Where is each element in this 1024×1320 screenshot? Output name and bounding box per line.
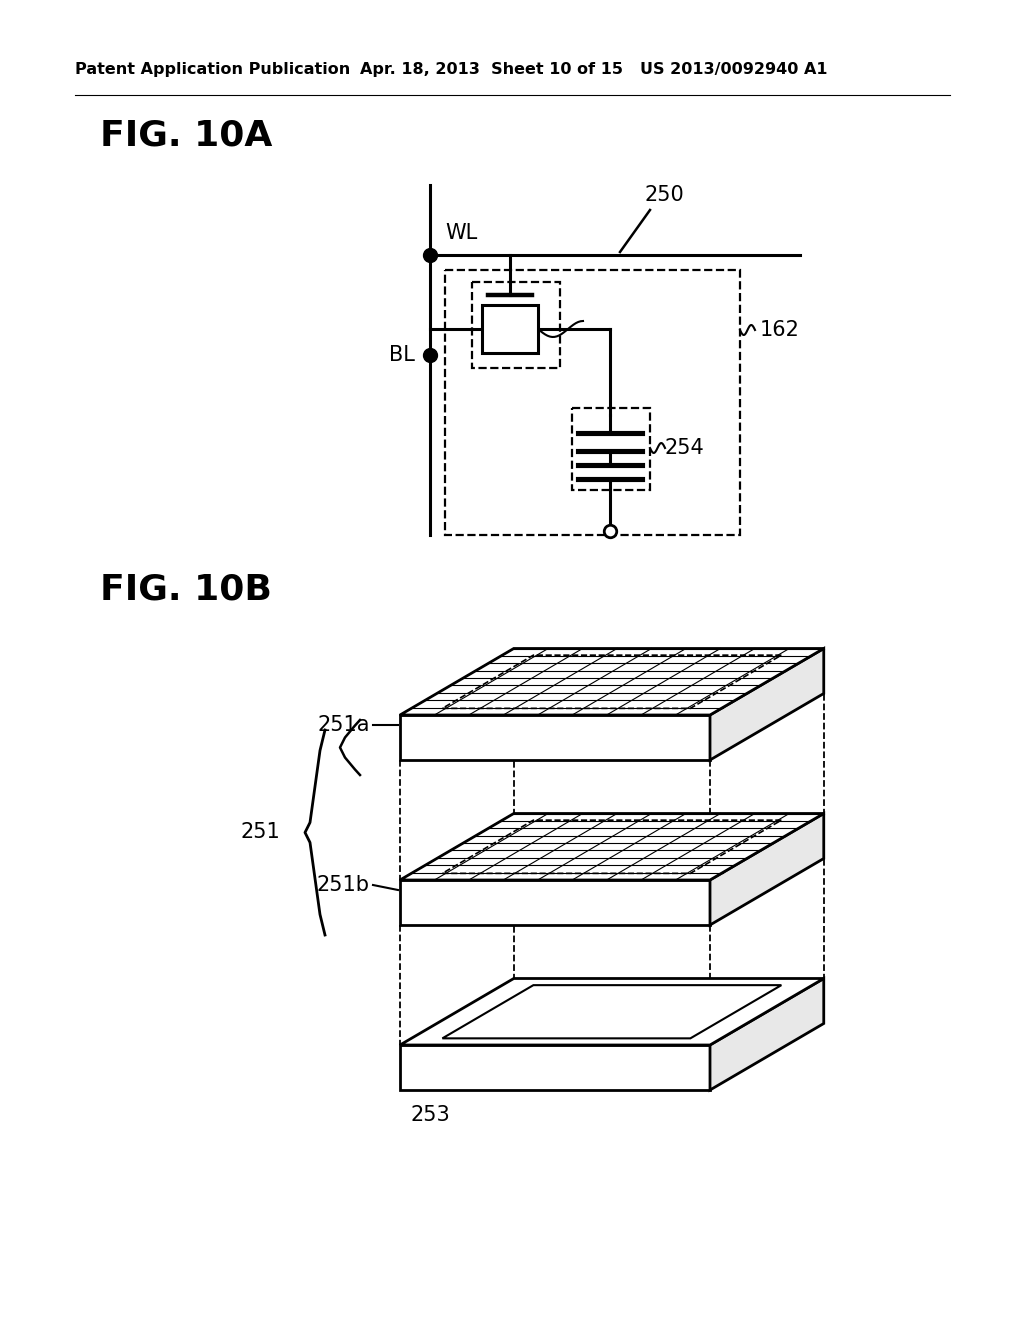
Polygon shape xyxy=(400,813,823,880)
Bar xyxy=(482,305,538,352)
Text: FIG. 10A: FIG. 10A xyxy=(100,117,272,152)
Text: US 2013/0092940 A1: US 2013/0092940 A1 xyxy=(640,62,827,77)
Polygon shape xyxy=(400,978,823,1045)
Polygon shape xyxy=(710,813,823,925)
Text: FIG. 10B: FIG. 10B xyxy=(100,572,272,606)
Polygon shape xyxy=(400,715,710,760)
Polygon shape xyxy=(400,1045,710,1090)
Text: 251: 251 xyxy=(241,822,280,842)
Text: 250: 250 xyxy=(645,185,685,205)
Text: 251a: 251a xyxy=(317,715,370,735)
Bar xyxy=(445,271,740,535)
Polygon shape xyxy=(710,978,823,1090)
Bar xyxy=(572,408,650,490)
Text: 251b: 251b xyxy=(317,875,370,895)
Text: BL: BL xyxy=(389,345,415,366)
Polygon shape xyxy=(400,648,823,715)
Text: 254: 254 xyxy=(665,438,705,458)
Text: 253: 253 xyxy=(410,1105,450,1125)
Polygon shape xyxy=(400,880,710,925)
Text: WL: WL xyxy=(445,223,477,243)
Text: Patent Application Publication: Patent Application Publication xyxy=(75,62,350,77)
Bar xyxy=(472,282,560,368)
Polygon shape xyxy=(710,648,823,760)
Text: Apr. 18, 2013  Sheet 10 of 15: Apr. 18, 2013 Sheet 10 of 15 xyxy=(360,62,623,77)
Text: 162: 162 xyxy=(760,319,800,341)
